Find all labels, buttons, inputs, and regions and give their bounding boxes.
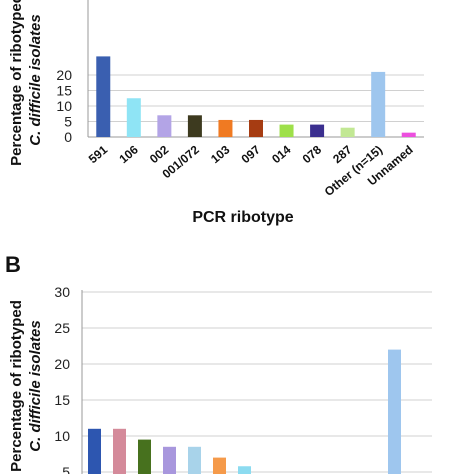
panel-a-bar <box>401 132 416 137</box>
panel-a-bar <box>126 98 141 137</box>
panel-b-bar <box>188 446 201 474</box>
panel-a-xlabel: PCR ribotype <box>192 209 293 226</box>
panel-a-bar <box>310 124 325 137</box>
panel-b-bar <box>88 428 101 474</box>
panel-a-bar <box>371 71 386 137</box>
panel-a-bars <box>96 56 416 137</box>
panel-b-ylabel-line2: C. difficile isolates <box>27 320 44 451</box>
panel-a-bar <box>96 56 111 137</box>
panel-b-bars <box>88 349 401 474</box>
panel-b-gridlines <box>82 291 432 473</box>
panel-a-y-tick-label: 5 <box>64 114 72 130</box>
panel-b-y-tick-label: 25 <box>54 320 70 336</box>
panel-b-bar <box>213 457 226 474</box>
panel-a-bar <box>218 119 233 137</box>
panel-a-bar <box>187 115 202 137</box>
panel-b-y-tick-label: 10 <box>54 428 70 444</box>
panel-a-ylabel-line2: C. difficile isolates <box>27 14 44 145</box>
panel-b-y-tick-label: 15 <box>54 392 70 408</box>
panel-a-bar <box>279 124 294 137</box>
panel-b-bar <box>138 439 151 474</box>
panel-b-bar <box>113 428 126 474</box>
panel-a-category-label: 078 <box>300 142 325 166</box>
panel-b-ylabel-line1: Percentage of ribotyped <box>8 300 25 472</box>
panel-b-bar <box>238 466 251 474</box>
panel-b-bar <box>163 446 176 474</box>
panel-b-bar <box>388 349 401 474</box>
panel-b-y-tick-label: 20 <box>54 356 70 372</box>
panel-b-y-tick-label: 30 <box>54 284 70 300</box>
panel-a-category-label: 097 <box>239 142 264 166</box>
panel-a-bar <box>157 115 172 137</box>
panel-b-label: B <box>5 252 21 277</box>
panel-a-y-tick-label: 0 <box>64 129 72 145</box>
panel-a-category-label: 106 <box>116 142 141 166</box>
panel-a-y-tick-label: 20 <box>56 67 72 83</box>
panel-a-category-label: 591 <box>86 142 111 166</box>
panel-a-bar <box>249 119 263 137</box>
panel-a-ylabel-line1: Percentage of ribotyped <box>8 0 25 166</box>
panel-a-category-label: 103 <box>208 142 233 166</box>
panel-a-category-label: 014 <box>269 142 294 166</box>
panel-a-bar <box>340 127 355 137</box>
panel-b-y-tick-labels: 5 10 15 20 25 30 <box>54 284 70 474</box>
panel-a-y-tick-label: 15 <box>56 83 72 99</box>
panel-b-chart: 5 10 15 20 25 30 Percentage of ribotyped C. d… <box>8 284 432 474</box>
panel-a-y-tick-label: 10 <box>56 98 72 114</box>
panel-b-y-tick-label: 5 <box>62 464 70 474</box>
